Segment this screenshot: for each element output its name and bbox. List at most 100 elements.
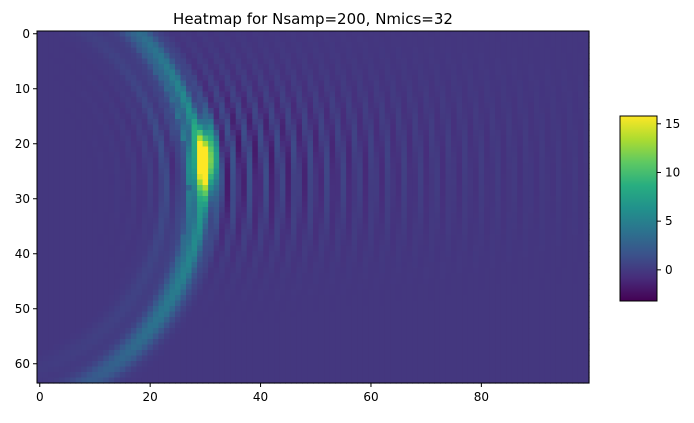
heatmap-cell [478, 251, 485, 258]
heatmap-cell [456, 75, 463, 82]
heatmap-cell [346, 251, 353, 258]
heatmap-cell [241, 245, 248, 252]
heatmap-cell [274, 218, 281, 225]
heatmap-cell [191, 168, 198, 175]
heatmap-cell [136, 284, 143, 291]
heatmap-cell [417, 108, 424, 115]
heatmap-cell [81, 113, 88, 120]
heatmap-cell [257, 113, 264, 120]
heatmap-cell [318, 75, 325, 82]
heatmap-cell [577, 58, 585, 65]
heatmap-cell [324, 190, 331, 197]
heatmap-cell [528, 179, 535, 186]
heatmap-cell [401, 289, 408, 296]
heatmap-cell [191, 36, 198, 43]
heatmap-cell [268, 53, 275, 60]
heatmap-cell [329, 124, 336, 131]
heatmap-cell [335, 47, 342, 54]
heatmap-cell [439, 47, 447, 54]
heatmap-cell [544, 58, 551, 65]
heatmap-cell [451, 245, 458, 252]
heatmap-cell [406, 201, 413, 208]
heatmap-cell [53, 284, 60, 291]
heatmap-cell [246, 295, 253, 302]
heatmap-cell [489, 157, 496, 164]
heatmap-cell [169, 267, 176, 274]
heatmap-cell [329, 240, 336, 247]
heatmap-cell [401, 113, 408, 120]
heatmap-cell [313, 108, 320, 115]
heatmap-cell [423, 53, 430, 60]
heatmap-cell [406, 196, 413, 203]
heatmap-cell [390, 212, 397, 219]
heatmap-cell [241, 207, 248, 214]
heatmap-cell [539, 86, 546, 93]
heatmap-cell [506, 295, 513, 302]
heatmap-cell [186, 234, 193, 241]
heatmap-cell [75, 207, 82, 214]
heatmap-cell [296, 273, 303, 280]
heatmap-cell [263, 284, 270, 291]
heatmap-cell [561, 47, 568, 54]
heatmap-cell [511, 273, 518, 280]
heatmap-cell [191, 75, 198, 82]
heatmap-cell [208, 91, 215, 98]
heatmap-cell [318, 124, 325, 131]
heatmap-cell [544, 53, 551, 60]
heatmap-cell [395, 207, 402, 214]
heatmap-cell [307, 174, 314, 181]
heatmap-cell [467, 212, 474, 219]
heatmap-cell [246, 273, 253, 280]
heatmap-cell [130, 168, 137, 175]
heatmap-cell [555, 53, 562, 60]
heatmap-cell [533, 284, 540, 291]
heatmap-cell [147, 58, 154, 65]
heatmap-cell [186, 69, 193, 76]
heatmap-cell [423, 75, 430, 82]
heatmap-cell [346, 196, 353, 203]
heatmap-cell [313, 234, 320, 241]
heatmap-cell [439, 124, 447, 131]
heatmap-cell [340, 240, 347, 247]
heatmap-cell [290, 91, 298, 98]
heatmap-cell [423, 91, 430, 98]
heatmap-cell [246, 262, 253, 269]
heatmap-cell [451, 157, 458, 164]
heatmap-cell [119, 97, 126, 104]
heatmap-cell [583, 36, 590, 43]
heatmap-cell [478, 174, 485, 181]
heatmap-cell [357, 58, 364, 65]
heatmap-cell [263, 146, 270, 153]
heatmap-cell [59, 58, 66, 65]
heatmap-cell [92, 119, 99, 126]
heatmap-cell [467, 86, 474, 93]
heatmap-cell [357, 75, 364, 82]
heatmap-cell [279, 240, 286, 247]
heatmap-cell [163, 31, 171, 38]
heatmap-cell [268, 174, 275, 181]
heatmap-cell [92, 141, 99, 148]
heatmap-cell [75, 119, 82, 126]
heatmap-cell [230, 185, 237, 192]
heatmap-cell [158, 185, 165, 192]
heatmap-cell [191, 97, 198, 104]
heatmap-cell [301, 284, 309, 291]
heatmap-cell [506, 36, 513, 43]
heatmap-cell [566, 69, 574, 76]
heatmap-cell [186, 212, 193, 219]
heatmap-cell [379, 289, 386, 296]
heatmap-cell [175, 91, 182, 98]
heatmap-cell [506, 196, 513, 203]
heatmap-cell [108, 135, 115, 142]
heatmap-cell [274, 251, 281, 258]
heatmap-cell [484, 157, 491, 164]
heatmap-cell [136, 251, 143, 258]
heatmap-cell [114, 229, 121, 236]
heatmap-cell [92, 251, 99, 258]
heatmap-cell [48, 229, 55, 236]
heatmap-cell [235, 86, 242, 93]
heatmap-cell [119, 42, 126, 49]
heatmap-cell [412, 278, 419, 285]
heatmap-cell [48, 201, 55, 208]
heatmap-cell [324, 47, 331, 54]
